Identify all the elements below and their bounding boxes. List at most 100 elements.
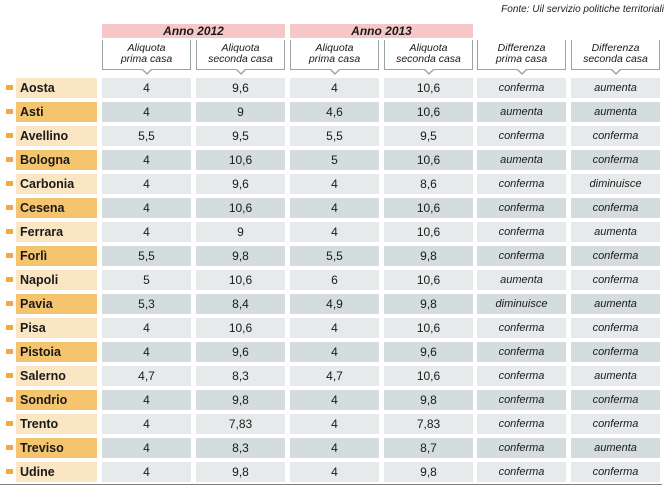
table-row: Aosta 4 9,6 4 10,6 conferma aumenta [0, 77, 670, 101]
table-row: Asti 4 9 4,6 10,6 aumenta aumenta [0, 101, 670, 125]
table-cell: aumenta [477, 150, 566, 170]
table-cell: 10,6 [384, 318, 473, 338]
table-cell: 4 [102, 174, 191, 194]
table-row: Pistoia 4 9,6 4 9,6 conferma conferma [0, 341, 670, 365]
table-cell: conferma [571, 246, 660, 266]
header-line: Differenza [591, 42, 640, 54]
table-cell: conferma [477, 390, 566, 410]
header-line: Aliquota [315, 42, 354, 54]
table-row: Ferrara 4 9 4 10,6 conferma aumenta [0, 221, 670, 245]
table-cell: 4 [102, 414, 191, 434]
bullet-icon [6, 253, 13, 258]
table-cell: 4 [290, 198, 379, 218]
table-cell: 9,5 [384, 126, 473, 146]
table-cell: 5,3 [102, 294, 191, 314]
table-cell: 6 [290, 270, 379, 290]
table-cell: 4 [102, 150, 191, 170]
bullet-icon [6, 445, 13, 450]
header-2012-prima-casa: Aliquota prima casa [102, 40, 191, 75]
table-cell: 7,83 [384, 414, 473, 434]
table-cell: conferma [571, 318, 660, 338]
table-cell: 10,6 [384, 222, 473, 242]
city-name: Pistoia [16, 342, 97, 362]
table-cell: aumenta [571, 366, 660, 386]
table-cell: 5,5 [290, 246, 379, 266]
header-diff-prima-casa: Differenza prima casa [477, 40, 566, 75]
header-line: seconda casa [208, 53, 273, 65]
table-row: Salerno 4,7 8,3 4,7 10,6 conferma aumenta [0, 365, 670, 389]
table-cell: conferma [571, 462, 660, 482]
table-cell: aumenta [571, 102, 660, 122]
table-cell: diminuisce [571, 174, 660, 194]
table-cell: 4 [102, 462, 191, 482]
table-cell: 4 [290, 462, 379, 482]
table-cell: conferma [477, 222, 566, 242]
table-cell: 5,5 [102, 126, 191, 146]
bullet-icon [6, 277, 13, 282]
table-row: Forlì 5,5 9,8 5,5 9,8 conferma conferma [0, 245, 670, 269]
city-name: Treviso [16, 438, 97, 458]
bullet-icon [6, 157, 13, 162]
table-cell: aumenta [571, 78, 660, 98]
table-cell: aumenta [571, 294, 660, 314]
city-name: Trento [16, 414, 97, 434]
table-cell: conferma [571, 126, 660, 146]
table-cell: 4 [102, 102, 191, 122]
table-cell: 4 [102, 78, 191, 98]
table-cell: 10,6 [196, 198, 285, 218]
bullet-icon [6, 373, 13, 378]
city-name: Salerno [16, 366, 97, 386]
table-cell: 8,3 [196, 366, 285, 386]
city-name: Avellino [16, 126, 97, 146]
table-cell: 9,8 [196, 246, 285, 266]
header-line: Aliquota [409, 42, 448, 54]
table-cell: 9,8 [384, 294, 473, 314]
table-cell: conferma [477, 78, 566, 98]
table-cell: 10,6 [196, 318, 285, 338]
table-row: Pisa 4 10,6 4 10,6 conferma conferma [0, 317, 670, 341]
table-cell: 4 [290, 222, 379, 242]
table-cell: 4 [290, 78, 379, 98]
table-cell: 4,9 [290, 294, 379, 314]
table-cell: 8,4 [196, 294, 285, 314]
table-row: Avellino 5,5 9,5 5,5 9,5 conferma conferma [0, 125, 670, 149]
table-row: Pavia 5,3 8,4 4,9 9,8 diminuisce aumenta [0, 293, 670, 317]
header-diff-seconda-casa: Differenza seconda casa [571, 40, 660, 75]
table-cell: 10,6 [384, 150, 473, 170]
table-cell: conferma [477, 126, 566, 146]
table-cell: 8,7 [384, 438, 473, 458]
city-name: Sondrio [16, 390, 97, 410]
table-row: Napoli 5 10,6 6 10,6 aumenta conferma [0, 269, 670, 293]
bullet-icon [6, 133, 13, 138]
table-cell: conferma [571, 342, 660, 362]
table-cell: 9 [196, 102, 285, 122]
table-cell: diminuisce [477, 294, 566, 314]
header-line: prima casa [120, 53, 173, 65]
table-row: Cesena 4 10,6 4 10,6 conferma conferma [0, 197, 670, 221]
table-cell: 9,6 [384, 342, 473, 362]
table-cell: aumenta [571, 438, 660, 458]
city-name: Udine [16, 462, 97, 482]
year-2012-header: Anno 2012 [102, 24, 285, 38]
table-cell: 9,6 [196, 78, 285, 98]
bullet-icon [6, 349, 13, 354]
table-row: Bologna 4 10,6 5 10,6 aumenta conferma [0, 149, 670, 173]
bottom-rule [0, 484, 662, 485]
table-cell: 4,6 [290, 102, 379, 122]
table-cell: 9 [196, 222, 285, 242]
year-2013-header: Anno 2013 [290, 24, 473, 38]
table-cell: 10,6 [196, 150, 285, 170]
table-row: Sondrio 4 9,8 4 9,8 conferma conferma [0, 389, 670, 413]
table-cell: conferma [477, 342, 566, 362]
city-name: Aosta [16, 78, 97, 98]
table-cell: 9,6 [196, 342, 285, 362]
bullet-icon [6, 181, 13, 186]
table-cell: 4,7 [102, 366, 191, 386]
table-cell: 9,8 [196, 462, 285, 482]
bullet-icon [6, 205, 13, 210]
table-cell: 10,6 [384, 270, 473, 290]
table-cell: 4 [102, 342, 191, 362]
table-cell: 4 [290, 318, 379, 338]
table-cell: 4 [102, 198, 191, 218]
city-name: Bologna [16, 150, 97, 170]
